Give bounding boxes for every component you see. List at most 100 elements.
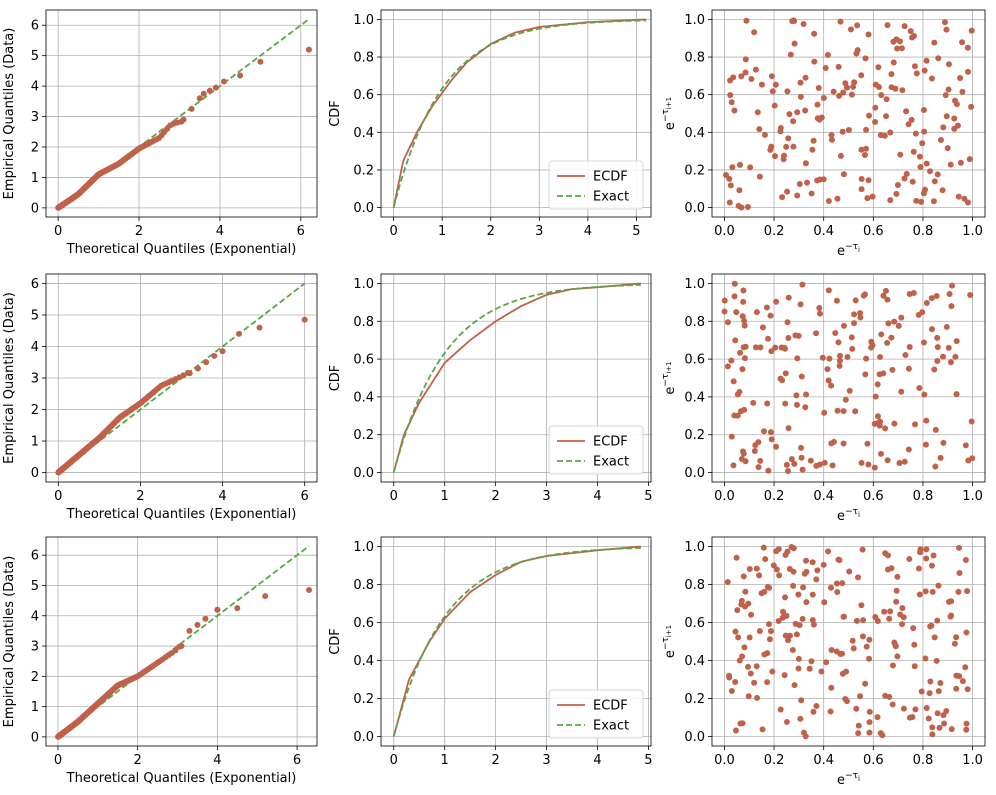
lag-point	[842, 396, 849, 403]
exact-cdf-line	[392, 284, 641, 473]
lag-point	[781, 672, 788, 679]
lag-point	[765, 621, 772, 628]
lag-point	[936, 724, 943, 731]
lag-point	[839, 580, 846, 587]
lag-point	[894, 653, 901, 660]
x-tick-label: 0.4	[813, 224, 834, 239]
y-tick-label: 0.6	[353, 616, 374, 631]
lag-point	[929, 724, 936, 731]
lag-point	[840, 89, 847, 96]
lag-point	[746, 634, 753, 641]
lag-point	[862, 680, 869, 687]
x-axis-label: Theoretical Quantiles (Exponential)	[66, 771, 297, 786]
lag-point	[901, 175, 908, 182]
lag-point	[836, 357, 843, 364]
lag-point	[742, 56, 749, 63]
y-tick-label: 0.6	[353, 353, 374, 368]
exact-cdf-line	[392, 547, 641, 737]
lag-point	[740, 287, 747, 294]
lag-point	[853, 50, 860, 57]
lag-point	[827, 584, 834, 591]
lag-point	[923, 705, 930, 712]
lag-point	[866, 655, 873, 662]
lag-point	[922, 441, 929, 448]
x-tick-label: 1.0	[962, 224, 983, 239]
lag-point	[941, 19, 948, 26]
lag-point	[925, 715, 932, 722]
lag-point	[724, 363, 731, 370]
lag-point	[962, 442, 969, 449]
lag-point	[857, 314, 864, 321]
lag-point	[802, 160, 809, 167]
lag-point	[915, 565, 922, 572]
lag-point	[853, 705, 860, 712]
lag-point	[767, 628, 774, 635]
lag-point	[759, 726, 766, 733]
qq-point	[206, 87, 213, 94]
lag-point	[782, 370, 789, 377]
lag-point	[724, 319, 731, 326]
lag-point	[785, 135, 792, 142]
lag-point	[911, 641, 918, 648]
lag-point	[834, 407, 841, 414]
lag-point	[879, 732, 886, 739]
lag-point	[917, 549, 924, 556]
x-tick-label: 0.0	[714, 224, 735, 239]
lag-point	[728, 99, 735, 106]
lag-point	[858, 175, 865, 182]
lag-point	[793, 631, 800, 638]
lag-point	[953, 685, 960, 692]
lag-point	[951, 115, 958, 122]
lag-point	[814, 115, 821, 122]
x-tick-label: 3	[535, 224, 543, 239]
lag-point	[760, 428, 767, 435]
lag-point	[876, 371, 883, 378]
lag-point	[930, 198, 937, 205]
lag-point	[736, 657, 743, 664]
lag-point	[790, 545, 797, 552]
lag-point	[803, 391, 810, 398]
y-tick-label: 1.0	[353, 277, 374, 292]
lag-point	[877, 132, 884, 139]
x-axis-label: e−τi	[837, 771, 860, 788]
lag-point	[835, 339, 842, 346]
lag-point	[790, 118, 797, 125]
lag-point	[889, 662, 896, 669]
lag-point	[777, 706, 784, 713]
lag-point	[863, 126, 870, 133]
y-axis-label: Empirical Quantiles (Data)	[2, 556, 17, 728]
lag-point	[928, 562, 935, 569]
lag-point	[732, 337, 739, 344]
qq-point	[301, 316, 308, 323]
lag-point	[964, 68, 971, 75]
lag-point	[825, 287, 832, 294]
lag-point	[957, 74, 964, 81]
lag-point	[866, 112, 873, 119]
lag-point	[885, 320, 892, 327]
legend-exact-label: Exact	[593, 190, 629, 205]
lag-point	[771, 153, 778, 160]
lag-point	[968, 418, 975, 425]
lag-point	[877, 353, 884, 360]
lag-point	[748, 611, 755, 618]
lag-point	[791, 40, 798, 47]
lag-point	[865, 177, 872, 184]
lag-point	[943, 323, 950, 330]
lag-point	[903, 108, 910, 115]
lag-point	[910, 148, 917, 155]
lag-point	[946, 290, 953, 297]
lag-point	[854, 22, 861, 29]
lag-point	[753, 309, 760, 316]
lag-point	[741, 355, 748, 362]
lag-point	[735, 634, 742, 641]
lag-point	[891, 420, 898, 427]
x-tick-label: 2	[487, 224, 495, 239]
lag-point	[884, 22, 891, 29]
lag-point	[866, 719, 873, 726]
lag-point	[793, 392, 800, 399]
y-tick-label: 0.8	[353, 315, 374, 330]
lag-point	[751, 29, 758, 36]
lag-point	[737, 161, 744, 168]
lag-point	[934, 344, 941, 351]
x-tick-label: 0.2	[764, 224, 785, 239]
